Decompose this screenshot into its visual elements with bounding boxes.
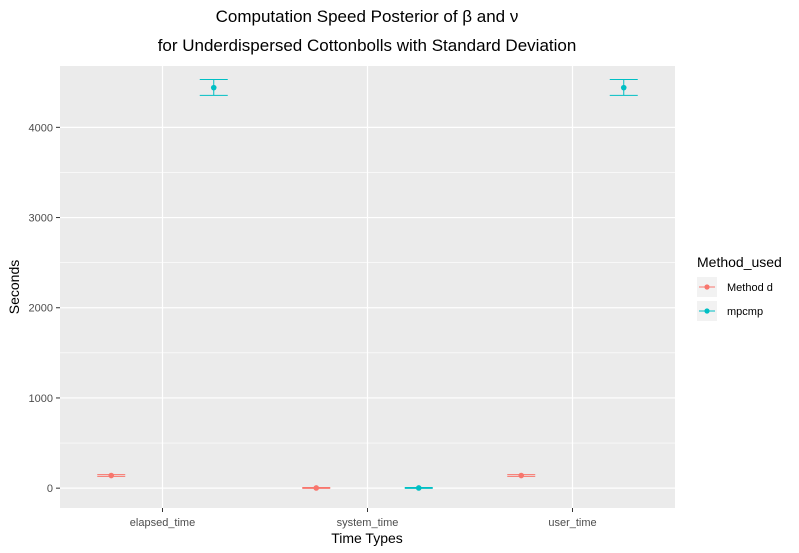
legend-item: mpcmp	[697, 301, 763, 321]
mark-layer	[97, 79, 638, 491]
y-tick-label: 4000	[29, 122, 53, 134]
legend-label: mpcmp	[727, 306, 763, 318]
data-point	[108, 472, 115, 479]
legend-key-point	[704, 284, 710, 290]
legend-item: Method d	[697, 277, 773, 297]
error-bar	[97, 472, 126, 479]
error-bar	[609, 79, 638, 96]
legend-label: Method d	[727, 282, 773, 294]
data-point	[518, 472, 525, 479]
data-point	[313, 485, 320, 491]
legend: Method_used Method d mpcmp	[697, 254, 782, 321]
y-axis-title: Seconds	[6, 260, 22, 314]
legend-key-point	[704, 308, 710, 314]
y-tick-label: 3000	[29, 213, 53, 225]
error-bar	[404, 485, 433, 491]
x-tick-label: user_time	[548, 517, 596, 529]
y-tick-label: 0	[47, 483, 53, 495]
chart-title-line2: for Underdispersed Cottonbolls with Stan…	[158, 36, 577, 55]
error-bar	[302, 485, 331, 491]
legend-items: Method d mpcmp	[697, 277, 773, 321]
data-point	[415, 485, 422, 491]
error-bar	[507, 472, 536, 479]
x-tick-label: system_time	[337, 517, 399, 529]
x-axis-title: Time Types	[331, 530, 403, 546]
chart-title-line1: Computation Speed Posterior of β and ν	[216, 7, 519, 26]
error-bar	[199, 79, 228, 96]
data-point	[210, 84, 217, 91]
data-point	[620, 84, 627, 91]
y-tick-label: 1000	[29, 393, 53, 405]
y-tick-label: 2000	[29, 303, 53, 315]
x-tick-label: elapsed_time	[130, 517, 195, 529]
axis-layer: 0 1000 2000 3000 4000 elapsed_time system_time…	[29, 122, 597, 529]
grid-layer	[60, 66, 675, 508]
legend-title: Method_used	[697, 254, 782, 270]
